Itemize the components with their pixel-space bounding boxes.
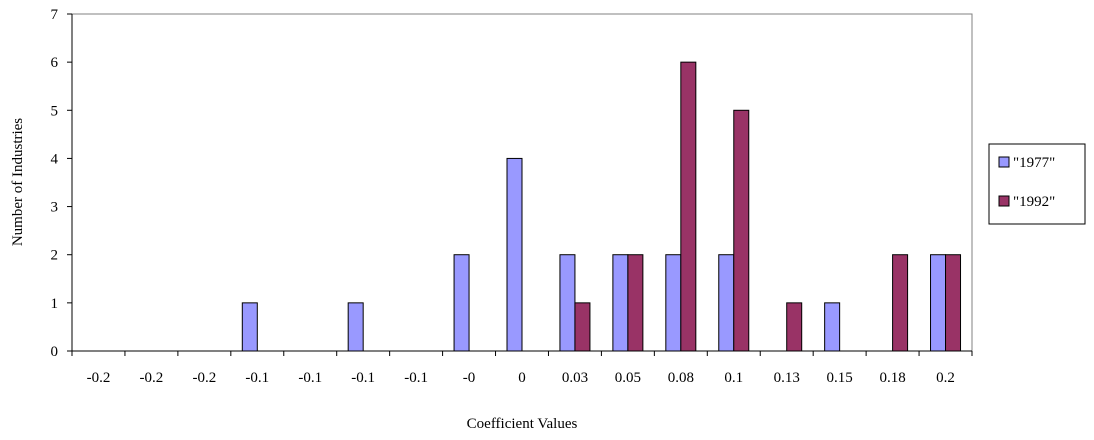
x-tick-label: -0.2 bbox=[192, 370, 216, 386]
bar-1977-14 bbox=[824, 302, 841, 352]
bar-1977-12 bbox=[718, 254, 735, 352]
bar-1977-8 bbox=[506, 157, 523, 352]
x-tick-label: 0.08 bbox=[668, 370, 694, 386]
bar-1992-9 bbox=[574, 302, 591, 352]
bar-1977-16 bbox=[930, 254, 947, 352]
legend: "1977" "1992" bbox=[988, 143, 1086, 225]
y-axis-title: Number of Industries bbox=[10, 118, 26, 246]
y-axis-ticks: 0 1 2 3 4 5 6 7 bbox=[51, 7, 72, 360]
legend-swatch-1992 bbox=[998, 195, 1010, 207]
bar-1992-16 bbox=[945, 254, 962, 352]
x-tick-label: -0.2 bbox=[140, 370, 164, 386]
bar-1992-10 bbox=[627, 254, 644, 352]
bar-1977-7 bbox=[453, 254, 470, 352]
bar-1992-13 bbox=[786, 302, 803, 352]
bar-1977-11 bbox=[665, 254, 682, 352]
bar-1992-15 bbox=[892, 254, 909, 352]
x-tick-label: -0.1 bbox=[404, 370, 428, 386]
x-tick-label: -0.1 bbox=[351, 370, 375, 386]
y-tick-label: 6 bbox=[51, 55, 59, 71]
y-tick-label: 7 bbox=[51, 7, 59, 23]
x-tick-label: 0.15 bbox=[827, 370, 853, 386]
bar-1992-12 bbox=[733, 109, 750, 352]
y-tick-label: 5 bbox=[51, 103, 59, 119]
x-tick-label: 0.05 bbox=[615, 370, 641, 386]
x-tick-label: 0.18 bbox=[879, 370, 905, 386]
y-tick-label: 2 bbox=[51, 248, 59, 264]
bar-1977-9 bbox=[559, 254, 576, 352]
bar-1977-3 bbox=[241, 302, 258, 352]
bar-1977-10 bbox=[612, 254, 629, 352]
y-tick-label: 0 bbox=[51, 344, 59, 360]
y-tick-label: 3 bbox=[51, 200, 59, 216]
x-tick-label: 0.03 bbox=[562, 370, 588, 386]
bars-group bbox=[241, 61, 962, 352]
x-axis-ticks: -0.2 -0.2 -0.2 -0.1 -0.1 -0.1 -0.1 -0 0 0.03 0.05 0… bbox=[71, 351, 973, 386]
x-tick-label: 0.13 bbox=[774, 370, 800, 386]
y-tick-label: 4 bbox=[51, 151, 59, 167]
x-tick-label: -0.1 bbox=[298, 370, 322, 386]
x-tick-label: 0.2 bbox=[936, 370, 955, 386]
legend-label-1977: "1977" bbox=[1013, 155, 1055, 171]
bar-1992-11 bbox=[680, 61, 697, 352]
x-axis-title: Coefficient Values bbox=[467, 416, 578, 432]
x-tick-label: -0.2 bbox=[87, 370, 111, 386]
x-tick-label: 0 bbox=[518, 370, 526, 386]
x-tick-label: -0.1 bbox=[245, 370, 269, 386]
x-tick-label: 0.1 bbox=[724, 370, 743, 386]
bar-1977-5 bbox=[347, 302, 364, 352]
y-tick-label: 1 bbox=[51, 296, 59, 312]
legend-swatch-1977 bbox=[998, 156, 1010, 168]
legend-label-1992: "1992" bbox=[1013, 194, 1055, 210]
x-tick-label: -0 bbox=[463, 370, 476, 386]
